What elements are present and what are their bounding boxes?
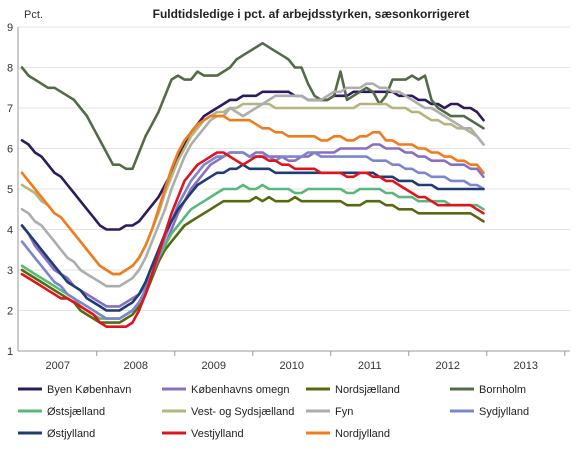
x-tick-label: 2010 xyxy=(280,360,304,372)
series-line xyxy=(20,151,485,329)
x-tick-label: 2009 xyxy=(202,360,226,372)
legend-label: Nordsjælland xyxy=(335,384,400,396)
y-tick-label: 8 xyxy=(7,63,13,75)
x-tick-label: 2008 xyxy=(124,360,148,372)
series-line xyxy=(20,114,485,276)
series-line xyxy=(20,82,485,288)
legend-label: Bornholm xyxy=(479,384,526,396)
legend-label: Vest- og Sydsjælland xyxy=(191,406,294,418)
series-lines xyxy=(20,41,485,329)
legend-label: Sydjylland xyxy=(479,406,529,418)
legend-label: Københavns omegn xyxy=(191,384,289,396)
y-tick-label: 4 xyxy=(7,225,13,237)
x-tick-label: 2011 xyxy=(358,360,382,372)
legend-label: Østjylland xyxy=(47,428,95,440)
series-line xyxy=(20,151,485,320)
y-tick-label: 9 xyxy=(7,22,13,34)
y-tick-label: 7 xyxy=(7,103,13,115)
series-line xyxy=(20,183,485,320)
x-tick-labels: 20072008200920102011201220132014 xyxy=(46,360,538,372)
y-tick-labels: 1 2 3 4 5 6 7 8 9 xyxy=(7,22,13,358)
y-tick-label: 5 xyxy=(7,184,13,196)
y-axis-label: Pct. xyxy=(24,9,43,21)
series-line xyxy=(20,41,485,171)
series-line xyxy=(20,143,485,308)
series-line xyxy=(20,163,485,312)
y-tick-label: 3 xyxy=(7,265,13,277)
legend-label: Byen København xyxy=(47,384,131,396)
axes xyxy=(17,27,570,356)
x-tick-label: 2013 xyxy=(514,360,538,372)
y-tick-label: 2 xyxy=(7,306,13,318)
legend-label: Vestjylland xyxy=(191,428,244,440)
y-tick-label: 1 xyxy=(7,346,13,358)
x-tick-label: 2012 xyxy=(436,360,460,372)
legend-label: Nordjylland xyxy=(335,428,390,440)
x-tick-label: 2007 xyxy=(46,360,70,372)
legend: Byen København Københavns omegn Nordsjælla… xyxy=(18,384,529,440)
legend-label: Østsjælland xyxy=(47,406,105,418)
chart-title: Fuldtidsledige i pct. af arbejdsstyrken,… xyxy=(153,7,470,21)
legend-label: Fyn xyxy=(335,406,353,418)
y-tick-label: 6 xyxy=(7,144,13,156)
